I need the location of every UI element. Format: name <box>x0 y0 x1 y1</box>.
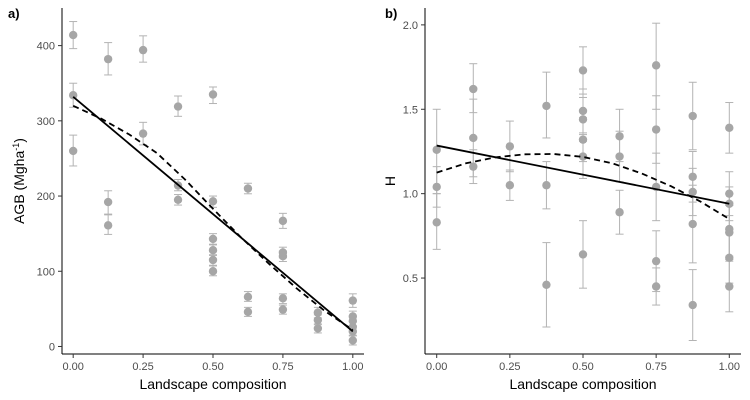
data-point <box>348 336 358 345</box>
y-axis-title: AGB (Mgha-1) <box>11 138 27 224</box>
x-axis-title: Landscape composition <box>509 376 656 392</box>
x-tick-label: 1.00 <box>342 361 363 373</box>
linear-fit-line <box>436 144 730 205</box>
data-point <box>578 135 588 144</box>
data-point <box>542 181 551 190</box>
data-point <box>651 61 661 70</box>
data-point <box>278 216 288 226</box>
y-tick-label: 300 <box>37 116 55 128</box>
x-axis-title: Landscape composition <box>139 376 286 392</box>
y-tick-label: 100 <box>37 266 55 278</box>
y-axis-title-superscript: -1 <box>11 143 21 151</box>
data-point <box>173 195 183 205</box>
y-tick-label: 0 <box>49 341 55 353</box>
data-point <box>68 30 78 40</box>
data-point <box>138 45 148 55</box>
data-point <box>208 255 218 265</box>
data-point <box>651 256 661 266</box>
data-point <box>432 182 441 192</box>
linear-fit-line <box>72 96 354 333</box>
data-point <box>348 296 358 305</box>
data-point <box>278 294 288 303</box>
data-point <box>68 146 78 156</box>
data-point <box>578 250 588 259</box>
data-point <box>725 189 734 198</box>
data-point <box>313 324 323 333</box>
data-point <box>688 111 697 121</box>
data-point <box>651 282 661 291</box>
panel-a: a) 0.00 0.25 0.50 0.75 1.00 0 100 200 300 400 Lands… <box>8 6 364 392</box>
data-point <box>103 197 113 207</box>
data-point <box>688 187 697 197</box>
data-point <box>615 152 624 161</box>
data-point <box>578 106 588 116</box>
data-point <box>725 282 734 291</box>
y-axis-title-suffix: ) <box>11 138 27 143</box>
y-tick-label: 0.5 <box>403 273 418 285</box>
data-point <box>688 300 697 310</box>
y-axis-title: H <box>382 176 398 186</box>
y-tick-label: 400 <box>37 41 55 53</box>
data-point <box>103 221 113 230</box>
y-axis-title-main: AGB (Mgha <box>11 151 27 224</box>
data-point <box>615 132 624 141</box>
x-tick-label: 0.25 <box>499 361 520 373</box>
x-tick-label: 0.75 <box>272 361 293 373</box>
panel-b: b) 0.00 0.25 0.50 0.75 1.00 0.5 1.0 1.5 2.0 Landsc… <box>382 6 741 392</box>
x-tick-label: 0.00 <box>62 361 83 373</box>
data-point <box>578 152 588 161</box>
data-point <box>688 219 697 229</box>
data-point <box>278 252 288 261</box>
y-tick-label: 1.0 <box>403 189 418 201</box>
panel-label: a) <box>8 6 20 21</box>
data-point <box>278 305 288 314</box>
data-point <box>615 208 624 217</box>
data-point <box>208 234 218 244</box>
data-point <box>469 133 478 143</box>
y-tick-label: 1.5 <box>403 104 418 116</box>
data-point <box>725 123 734 133</box>
x-tick-label: 0.75 <box>645 361 666 373</box>
data-point <box>243 184 253 193</box>
data-point <box>651 125 661 134</box>
curve-fit-line <box>72 104 354 331</box>
data-point <box>505 142 515 151</box>
data-point <box>348 316 358 326</box>
data-point <box>505 181 515 190</box>
data-point <box>578 115 588 124</box>
data-point <box>208 246 218 255</box>
y-tick-label: 2.0 <box>403 20 418 32</box>
data-point <box>138 129 148 138</box>
x-tick-label: 0.00 <box>426 361 447 373</box>
data-point <box>313 315 323 325</box>
y-tick-label: 200 <box>37 191 55 203</box>
data-point <box>432 145 441 154</box>
data-point <box>688 172 697 181</box>
data-point <box>103 54 113 64</box>
x-tick-label: 0.50 <box>202 361 223 373</box>
data-point <box>542 101 551 111</box>
data-point <box>469 162 478 171</box>
x-tick-label: 1.00 <box>719 361 740 373</box>
data-point <box>725 228 734 237</box>
x-tick-label: 0.25 <box>132 361 153 373</box>
data-point <box>208 90 218 99</box>
data-point <box>243 292 253 302</box>
x-tick-label: 0.50 <box>572 361 593 373</box>
data-point <box>208 267 218 276</box>
data-point <box>542 280 551 289</box>
curve-fit-line <box>436 153 730 220</box>
y-axis-title-main: H <box>382 176 398 186</box>
data-point <box>208 197 218 206</box>
data-point <box>313 308 323 317</box>
data-point <box>578 66 588 75</box>
data-point <box>432 218 441 227</box>
panel-label: b) <box>385 6 397 21</box>
data-point <box>469 84 478 94</box>
data-point <box>725 253 734 262</box>
data-point <box>173 102 183 111</box>
data-point <box>243 307 253 317</box>
